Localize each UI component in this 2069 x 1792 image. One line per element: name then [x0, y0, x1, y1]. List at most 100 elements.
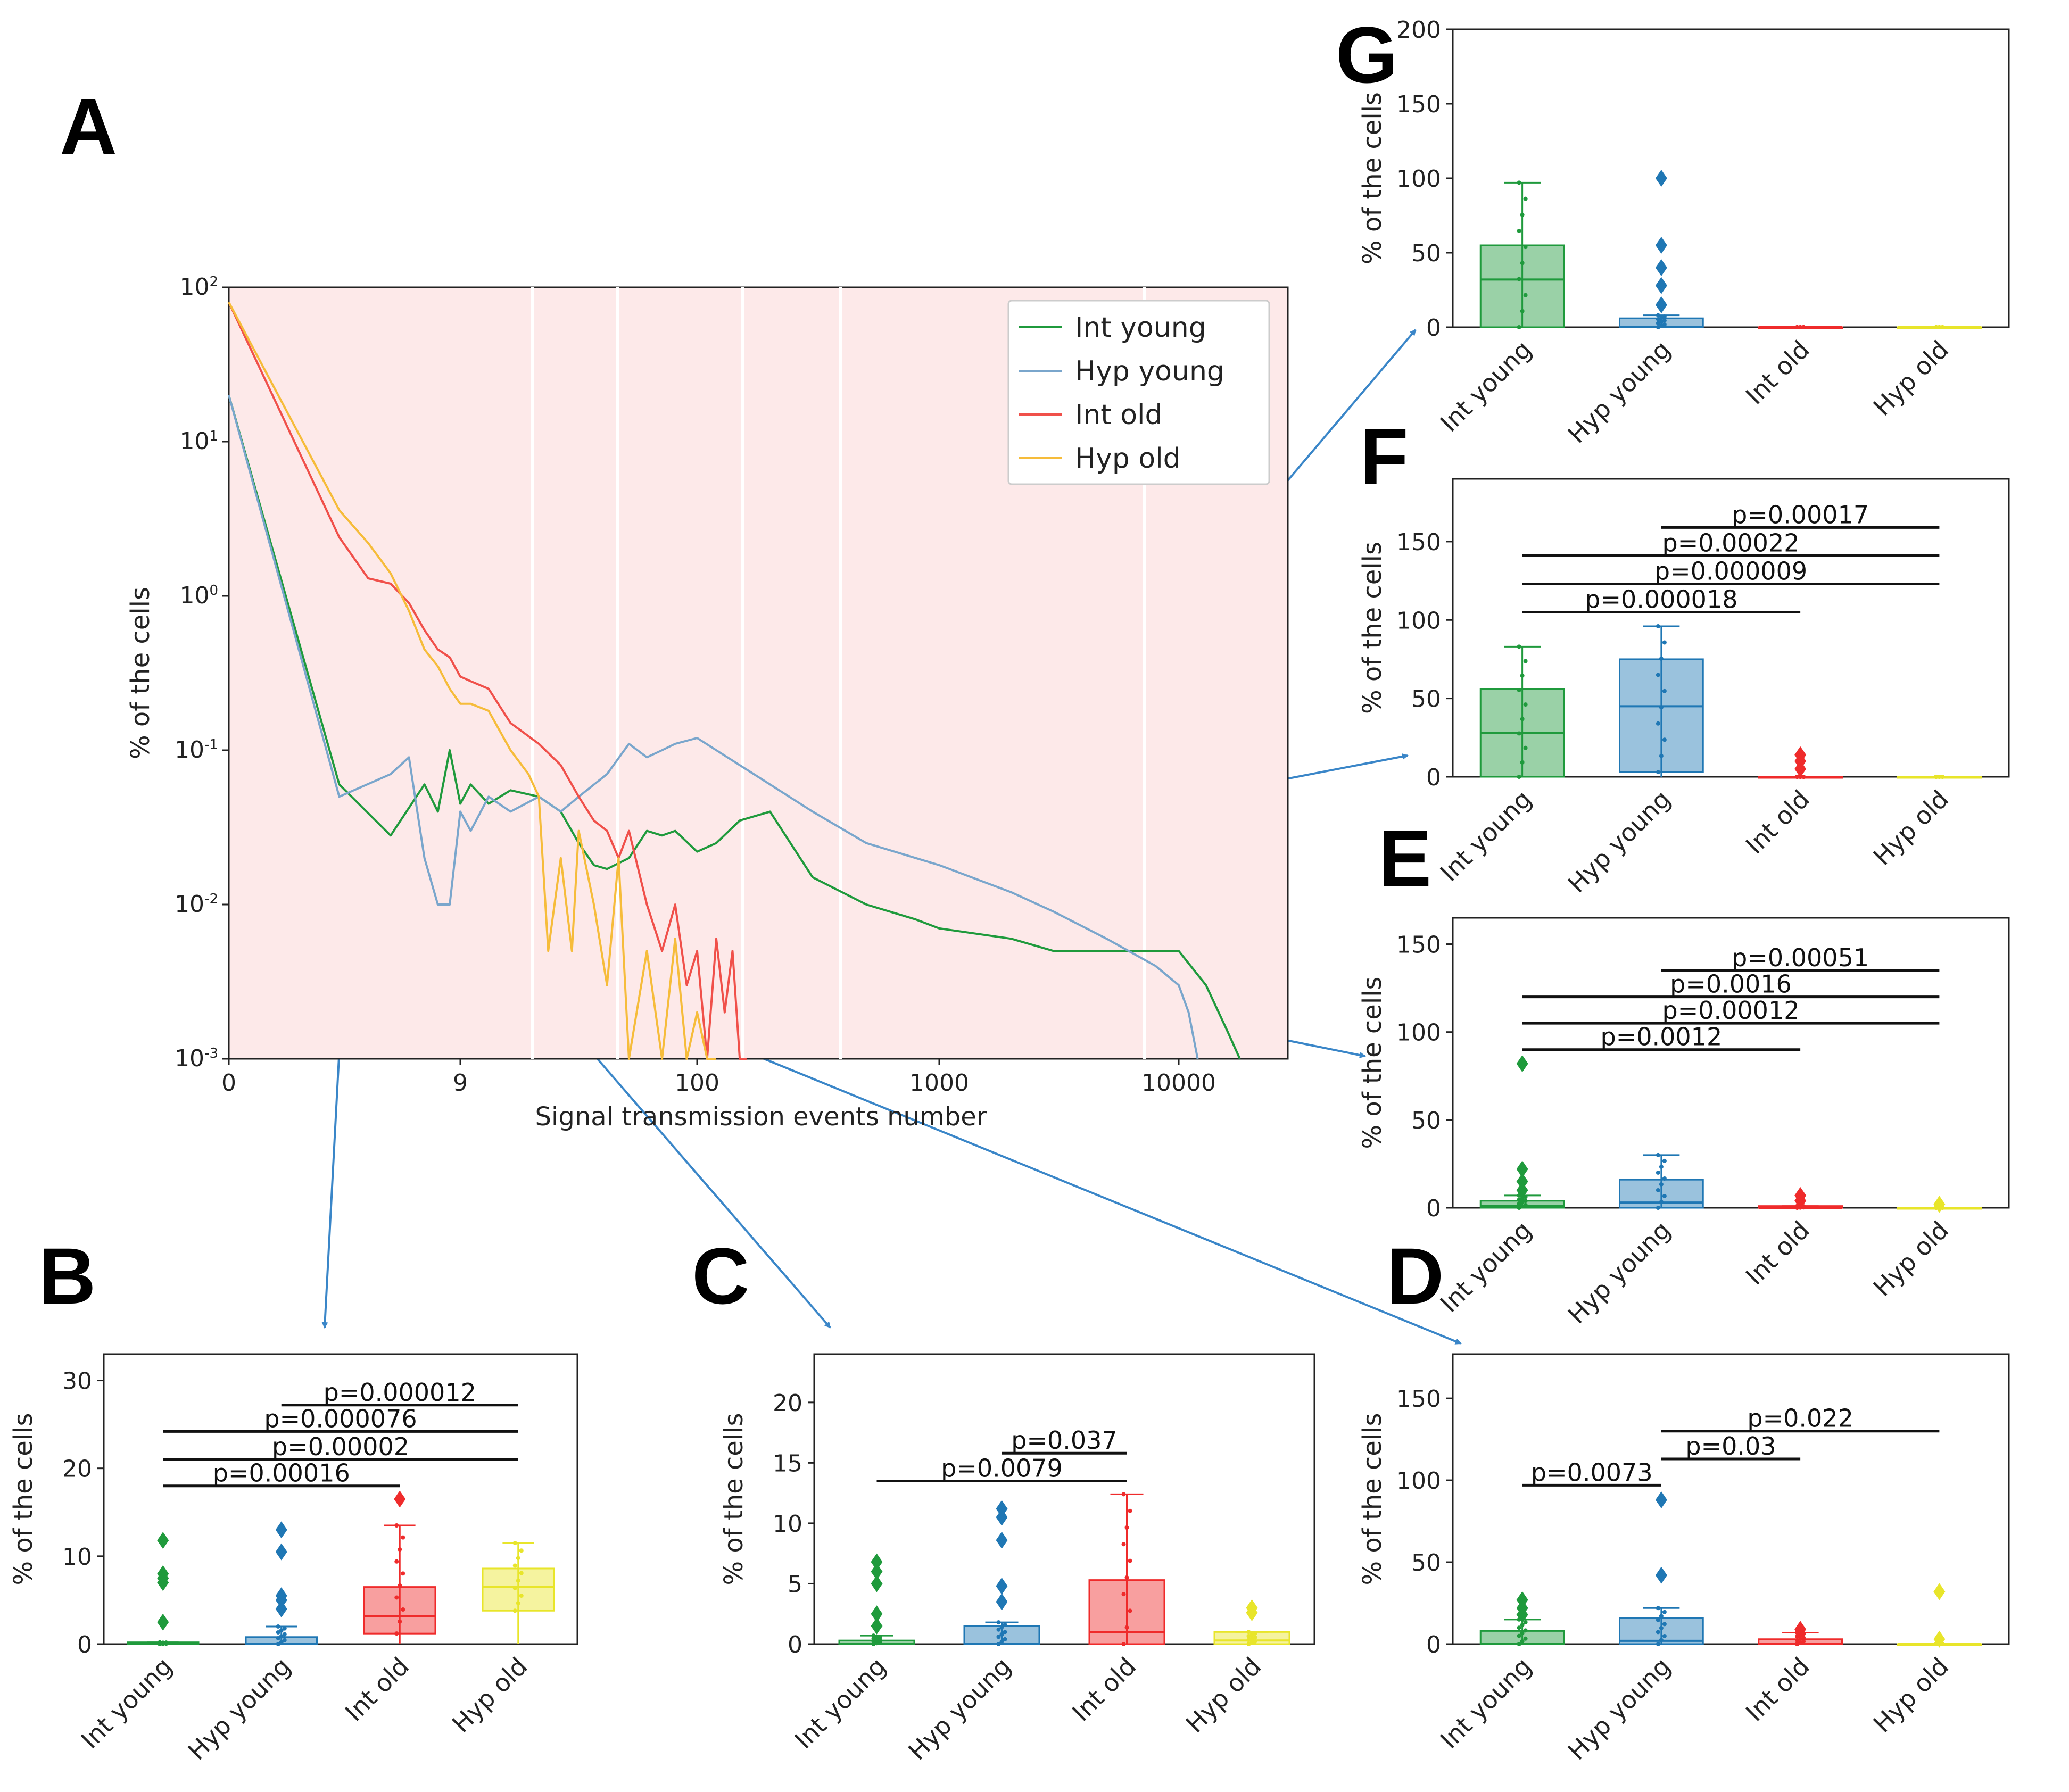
data-point	[1798, 325, 1803, 329]
data-point	[1517, 1201, 1521, 1206]
flier-point	[996, 1593, 1008, 1611]
data-point	[398, 1547, 402, 1552]
data-point	[1656, 317, 1660, 322]
data-point	[1246, 1642, 1251, 1646]
y-tick-label: 0	[1426, 314, 1441, 342]
data-point	[1003, 1637, 1007, 1641]
y-axis-label: % of the cells	[126, 587, 155, 759]
flier-point	[1794, 1187, 1807, 1204]
data-point	[996, 1627, 1001, 1632]
data-point	[1520, 309, 1525, 313]
series-line-hyp-old	[228, 302, 716, 1060]
y-tick-label: 50	[1411, 240, 1441, 267]
box-int-old	[1758, 1621, 1843, 1646]
data-point	[519, 1548, 524, 1553]
data-point	[1798, 1640, 1803, 1645]
data-point	[1662, 318, 1667, 323]
flier-point	[1794, 746, 1807, 764]
data-point	[1659, 323, 1664, 328]
data-point	[1121, 1592, 1126, 1597]
panel-e: E 0 50 100 150 % of the cells Int young Hyp you…	[1358, 814, 2010, 1330]
flier-point	[996, 1578, 1008, 1595]
flier-point	[1516, 1055, 1528, 1073]
flier-point	[1933, 1583, 1946, 1600]
p-value-label: p=0.037	[1011, 1426, 1117, 1455]
data-point	[1523, 1628, 1528, 1633]
data-point	[394, 1559, 399, 1564]
x-tick-label: 0	[221, 1069, 236, 1097]
legend-label: Int old	[1075, 399, 1162, 431]
flier-point	[1655, 237, 1667, 254]
data-point	[1517, 180, 1521, 185]
data-point	[1517, 731, 1521, 736]
legend-label: Int young	[1075, 312, 1206, 344]
data-point	[1520, 1200, 1525, 1205]
p-value-label: p=0.0012	[1601, 1023, 1723, 1051]
data-point	[516, 1601, 520, 1606]
y-tick-label: 200	[1396, 16, 1441, 44]
data-point	[1656, 624, 1660, 629]
x-axis-label: Signal transmission events number	[535, 1102, 987, 1132]
y-tick-label: 0	[1426, 764, 1441, 791]
y-tick-label: 100	[1396, 1467, 1441, 1495]
data-point	[1517, 687, 1521, 692]
data-point	[1249, 1632, 1254, 1637]
box-int-old	[1088, 1492, 1165, 1646]
flier-point	[275, 1521, 287, 1539]
category-label: Int old	[340, 1652, 415, 1727]
data-point	[398, 1619, 402, 1624]
data-point	[1128, 1608, 1132, 1613]
data-point	[1523, 245, 1528, 250]
y-tick-label: 10	[62, 1544, 92, 1571]
category-label: Hyp young	[903, 1652, 1016, 1766]
legend-box	[1007, 300, 1270, 485]
data-point	[279, 1628, 284, 1633]
category-label: Hyp young	[1562, 1216, 1676, 1330]
data-point	[999, 1632, 1004, 1637]
y-tick-label: 20	[62, 1456, 92, 1483]
data-point	[1656, 1642, 1660, 1646]
data-point	[1520, 1204, 1525, 1209]
data-point	[1662, 688, 1667, 693]
data-point	[276, 1642, 280, 1646]
panel-letter: F	[1360, 412, 1409, 501]
box-int-young	[1479, 180, 1565, 329]
data-point	[279, 1640, 284, 1645]
data-point	[401, 1607, 405, 1612]
data-point	[1801, 1639, 1806, 1644]
data-point	[1656, 1170, 1660, 1175]
flier-point	[157, 1565, 169, 1582]
data-point	[1656, 325, 1660, 329]
data-point	[878, 1634, 882, 1639]
flier-point	[1655, 277, 1667, 294]
data-point	[1517, 1625, 1521, 1630]
p-value-label: p=0.00002	[272, 1432, 409, 1461]
flier-point	[996, 1500, 1008, 1517]
data-point	[1249, 1640, 1254, 1645]
legend-label: Hyp old	[1075, 443, 1181, 475]
data-point	[1940, 325, 1945, 329]
data-point	[1801, 1636, 1806, 1640]
data-point	[279, 1634, 284, 1639]
data-point	[282, 1626, 287, 1631]
flier-point	[871, 1575, 883, 1592]
data-point	[1795, 1642, 1800, 1646]
flier-point	[1655, 1491, 1667, 1509]
box-int-young	[1479, 1055, 1565, 1210]
connector-arrow	[659, 1015, 1462, 1345]
y-tick-label: 100	[1396, 1019, 1441, 1047]
panel-letter: A	[60, 82, 117, 171]
data-point	[1662, 640, 1667, 645]
panel-f: F 0 50 100 150 % of the cells Int young Hyp you…	[1358, 412, 2010, 899]
plot-area	[103, 1353, 578, 1645]
box-iqr	[1619, 658, 1704, 773]
panel-letter: G	[1336, 10, 1398, 99]
flier-point	[1933, 1196, 1946, 1213]
data-point	[1940, 775, 1945, 779]
data-point	[164, 1640, 169, 1645]
data-point	[1523, 196, 1528, 201]
box-hyp-old	[482, 1541, 555, 1644]
data-point	[1659, 1638, 1664, 1642]
data-point	[1523, 293, 1528, 297]
